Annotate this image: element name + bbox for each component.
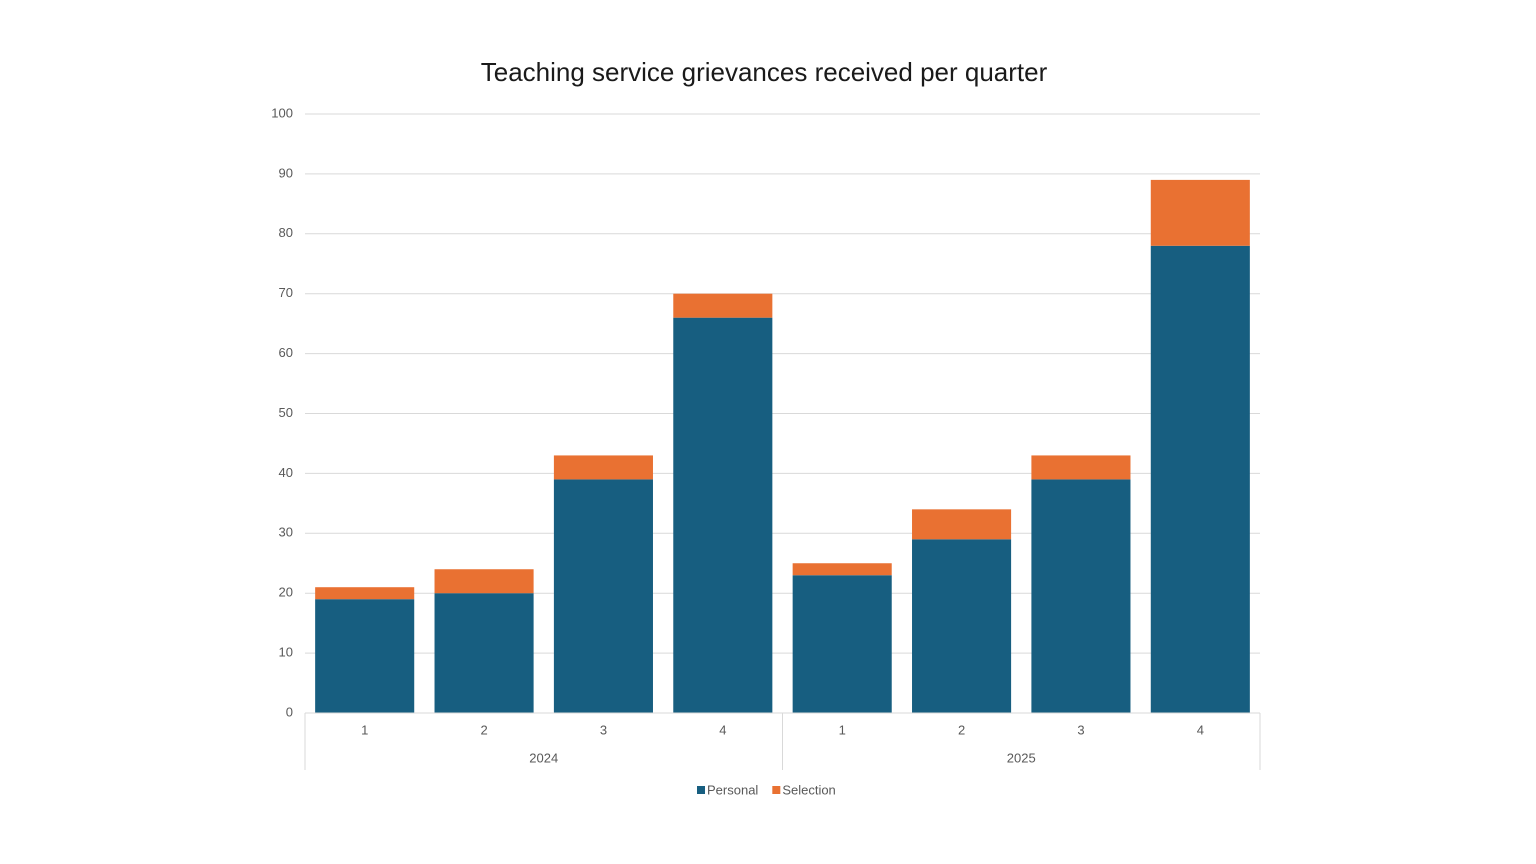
x-tick-label: 2 (958, 722, 965, 737)
x-tick-label: 1 (361, 722, 368, 737)
x-tick-label: 3 (1077, 722, 1084, 737)
bar-segment (1150, 245, 1250, 713)
bar-segment (673, 293, 773, 318)
y-tick-label: 40 (279, 465, 293, 480)
bar-segment (673, 317, 773, 713)
bar-segment (553, 479, 653, 713)
x-tick-label: 4 (719, 722, 726, 737)
bar-segment (912, 539, 1012, 713)
y-tick-label: 30 (279, 525, 293, 540)
y-tick-label: 60 (279, 345, 293, 360)
bar-segment (1031, 479, 1131, 713)
legend-swatch (772, 786, 781, 794)
legend-swatch (697, 786, 705, 794)
x-tick-label: 2 (480, 722, 487, 737)
group-label: 2025 (1007, 750, 1036, 765)
y-tick-label: 0 (286, 704, 293, 719)
bar-segment (1031, 455, 1131, 480)
bar-segment (792, 563, 892, 576)
bar-segment (792, 575, 892, 713)
y-tick-label: 100 (271, 105, 293, 120)
y-tick-label: 90 (279, 165, 293, 180)
y-tick-label: 70 (279, 285, 293, 300)
bar-segment (1150, 179, 1250, 246)
group-label: 2024 (529, 750, 558, 765)
y-tick-label: 50 (279, 405, 293, 420)
legend-label: Personal (707, 782, 758, 797)
y-tick-label: 80 (279, 225, 293, 240)
bar-segment (553, 455, 653, 480)
chart-title: Teaching service grievances received per… (481, 57, 1048, 87)
bar-segment (315, 599, 415, 713)
bar-segment (434, 569, 534, 594)
legend-label: Selection (782, 782, 835, 797)
x-tick-label: 3 (600, 722, 607, 737)
y-tick-label: 10 (279, 645, 293, 660)
bar-segment (315, 587, 415, 600)
x-tick-label: 1 (839, 722, 846, 737)
bar-segment (912, 509, 1012, 540)
x-tick-label: 4 (1197, 722, 1204, 737)
bar-segment (434, 593, 534, 713)
y-tick-label: 20 (279, 585, 293, 600)
